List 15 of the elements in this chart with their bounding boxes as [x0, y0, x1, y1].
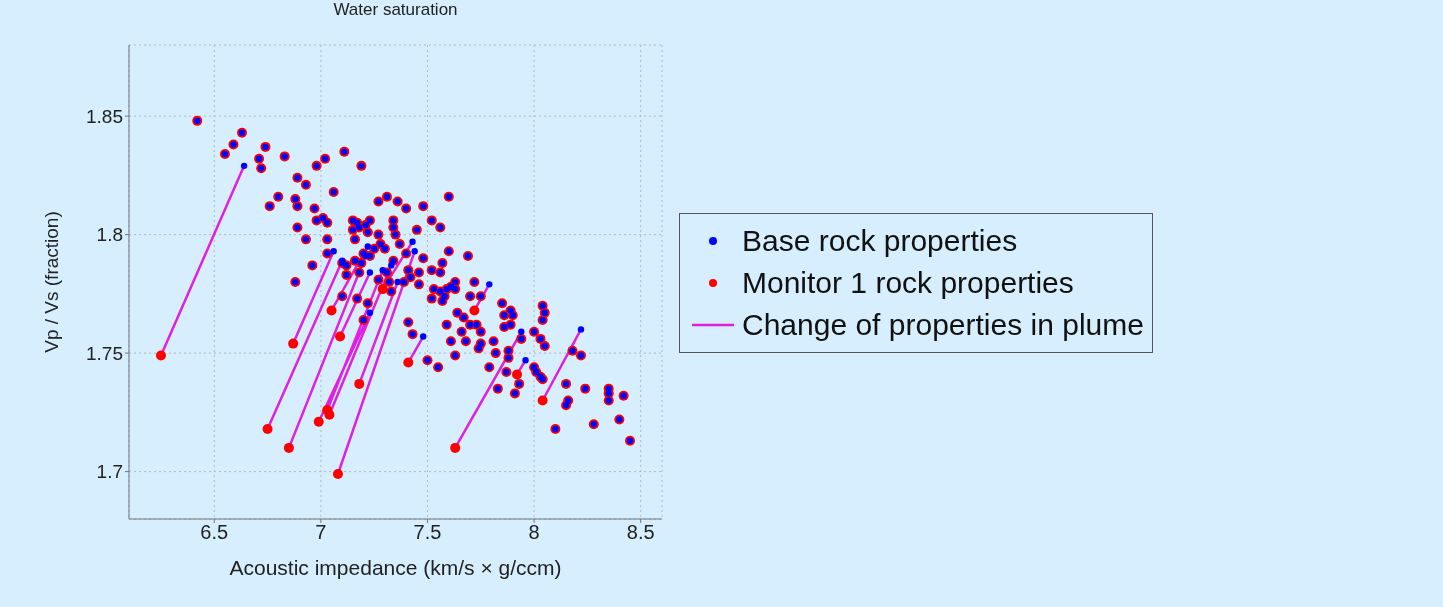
- x-axis-title: Acoustic impedance (km/s × g/ccm): [229, 556, 562, 579]
- y-axis-title: Vp / Vs (fraction): [40, 211, 62, 353]
- y-tick-label: 1.75: [86, 342, 123, 364]
- legend-label: Base rock properties: [742, 223, 1018, 259]
- x-tick-label: 7.5: [413, 521, 442, 544]
- legend-label: Change of properties in plume: [742, 307, 1144, 343]
- x-tick-label: 7: [315, 521, 327, 544]
- y-tick-label: 1.7: [96, 461, 123, 483]
- x-tick-label: 6.5: [200, 521, 229, 544]
- chart-title: Water saturation: [332, 0, 459, 20]
- y-tick-label: 1.85: [86, 105, 123, 127]
- x-tick-label: 8: [528, 521, 540, 544]
- y-tick-label: 1.8: [96, 224, 123, 246]
- x-tick-label: 8.5: [626, 521, 655, 544]
- legend-label: Monitor 1 rock properties: [742, 265, 1074, 301]
